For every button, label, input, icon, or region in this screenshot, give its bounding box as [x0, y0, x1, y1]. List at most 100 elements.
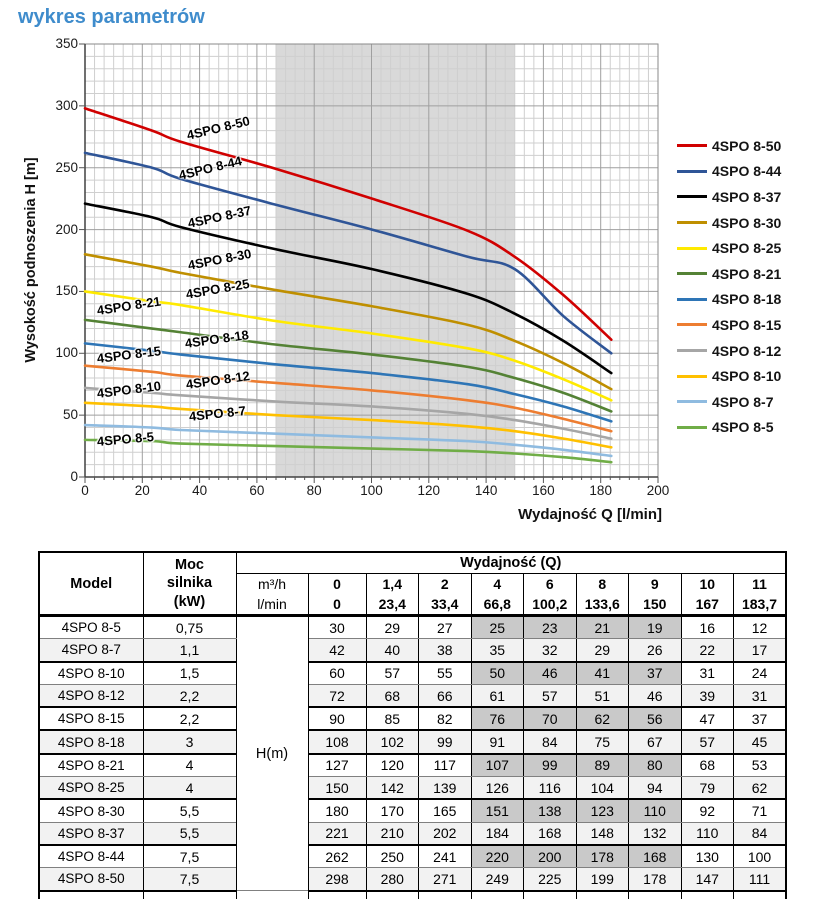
legend-swatch	[677, 169, 707, 173]
stub-cell	[628, 890, 682, 899]
stub-cell	[680, 890, 734, 899]
power-cell: 7,5	[142, 867, 237, 892]
legend-item-4SPO-8-21: 4SPO 8-21	[677, 261, 781, 287]
stub-cell	[523, 890, 577, 899]
table-row-4SPO-8-50: 4SPO 8-50 7,5 298 280 271 249 225 199 178 147 111	[38, 867, 787, 892]
head-value-cell: 225	[523, 867, 577, 892]
y-tick-label: 50	[62, 407, 78, 423]
x-tick-label: 0	[81, 483, 89, 498]
head-value-cell: 249	[470, 867, 524, 892]
head-value-cell: 99	[418, 730, 472, 755]
legend-swatch	[677, 297, 707, 301]
power-cell: 2,2	[142, 684, 237, 709]
head-value-cell: 38	[418, 638, 472, 663]
head-value-cell: 29	[575, 638, 629, 663]
legend-swatch	[677, 374, 707, 378]
x-tick-label: 60	[249, 483, 265, 498]
x-tick-label: 160	[532, 483, 555, 498]
legend-item-4SPO-8-10: 4SPO 8-10	[677, 363, 781, 389]
head-value-cell: 123	[575, 799, 629, 823]
flow-value-header: 9	[628, 573, 682, 594]
legend-item-4SPO-8-30: 4SPO 8-30	[677, 210, 781, 236]
head-value-cell: 107	[470, 753, 524, 778]
model-cell: 4SPO 8-5	[38, 615, 144, 640]
y-tick-label: 300	[55, 97, 78, 113]
head-value-cell: 66	[418, 684, 472, 709]
head-value-cell: 165	[418, 799, 472, 823]
y-tick-label: 250	[55, 159, 78, 175]
x-tick-label: 40	[192, 483, 208, 498]
head-value-cell: 168	[523, 822, 577, 846]
chart-canvas	[79, 43, 659, 483]
flow-value-header: 10	[680, 573, 734, 594]
head-value-cell: 51	[575, 684, 629, 709]
curve-4SPO-8-7	[83, 423, 613, 458]
legend-label: 4SPO 8-50	[712, 137, 782, 154]
head-value-cell: 62	[575, 707, 629, 732]
head-value-cell: 68	[365, 684, 419, 709]
col-header-model: Model	[38, 552, 144, 617]
head-value-cell: 26	[628, 638, 682, 663]
x-tick-label: 180	[589, 483, 612, 498]
power-cell: 1,5	[142, 661, 237, 685]
y-tick-label: 150	[55, 283, 78, 299]
head-value-cell: 170	[365, 799, 419, 823]
legend-label: 4SPO 8-30	[712, 214, 782, 231]
head-value-cell: 271	[418, 867, 472, 892]
stub-cell	[418, 890, 472, 899]
stub-cell	[575, 890, 629, 899]
head-value-cell: 55	[418, 661, 472, 685]
head-value-cell: 210	[365, 822, 419, 846]
head-value-cell: 110	[680, 822, 734, 846]
flow-value-header: 11	[733, 573, 787, 594]
col-header-wydajnosc: Wydajność (Q)	[235, 552, 787, 574]
table-row-4SPO-8-7: 4SPO 8-7 1,1 42 40 38 35 32 29 26 22 17	[38, 638, 787, 663]
head-value-cell: 76	[470, 707, 524, 732]
page-title: wykres parametrów	[18, 6, 205, 28]
flow-value-header: 100,2	[523, 594, 577, 617]
legend-item-4SPO-8-15: 4SPO 8-15	[677, 312, 781, 338]
table-body: 4SPO 8-5 0,75 H(m) 30 29 27 25 23 21 19 16 12 4SPO 8…	[38, 615, 787, 899]
table-row-4SPO-8-30: 4SPO 8-30 5,5 180 170 165 151 138 123 110 92 71	[38, 799, 787, 823]
flow-value-header: 6	[523, 573, 577, 594]
stub-cell	[235, 890, 309, 899]
table-stub-row	[38, 890, 787, 899]
legend-item-4SPO-8-50: 4SPO 8-50	[677, 133, 781, 159]
y-tick-label: 100	[55, 345, 78, 361]
model-cell: 4SPO 8-37	[38, 822, 144, 846]
table-row-4SPO-8-44: 4SPO 8-44 7,5 262 250 241 220 200 178 168 130 100	[38, 844, 787, 869]
flow-value-header: 33,4	[418, 594, 472, 617]
head-value-cell: 130	[680, 844, 734, 869]
head-value-cell: 24	[733, 661, 787, 685]
head-value-cell: 202	[418, 822, 472, 846]
flow-value-header: 150	[628, 594, 682, 617]
curve-4SPO-8-10	[83, 401, 613, 449]
legend-item-4SPO-8-5: 4SPO 8-5	[677, 415, 781, 441]
head-value-cell: 120	[365, 753, 419, 778]
y-tick-label: 350	[55, 36, 78, 51]
model-cell: 4SPO 8-10	[38, 661, 144, 685]
head-value-cell: 75	[575, 730, 629, 755]
table-row-4SPO-8-25: 4SPO 8-25 4 150 142 139 126 116 104 94 79 62	[38, 776, 787, 801]
legend-label: 4SPO 8-21	[712, 265, 782, 282]
head-value-cell: 62	[733, 776, 787, 801]
curve-4SPO-8-21	[83, 318, 613, 413]
model-cell: 4SPO 8-15	[38, 707, 144, 732]
model-cell: 4SPO 8-21	[38, 753, 144, 778]
parameters-table: Model Moc silnika (kW) Wydajność (Q) m³/…	[38, 551, 788, 899]
head-value-cell: 79	[680, 776, 734, 801]
legend-label: 4SPO 8-25	[712, 240, 782, 257]
legend-label: 4SPO 8-44	[712, 163, 782, 180]
curve-4SPO-8-5	[83, 438, 613, 464]
legend-item-4SPO-8-37: 4SPO 8-37	[677, 184, 781, 210]
head-value-cell: 22	[680, 638, 734, 663]
legend-swatch	[677, 323, 707, 327]
power-cell: 4	[142, 753, 237, 778]
flow-value-header: 1,4	[365, 573, 419, 594]
curve-4SPO-8-30	[83, 253, 613, 391]
head-value-cell: 19	[628, 615, 682, 640]
power-cell: 4	[142, 776, 237, 801]
head-value-cell: 71	[733, 799, 787, 823]
curve-4SPO-8-25	[83, 290, 613, 402]
